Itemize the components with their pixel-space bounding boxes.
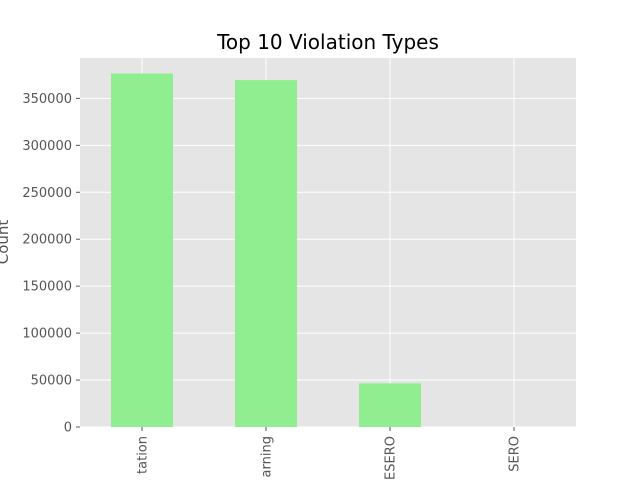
x-axis-ticks: tation arning ESERO SERO [136, 427, 523, 480]
x-tick-label: ESERO [384, 436, 399, 480]
bar [111, 73, 173, 427]
y-tick-label: 50000 [31, 374, 72, 389]
bars [111, 73, 421, 428]
y-tick-label: 250000 [22, 186, 72, 201]
y-tick-label: 0 [64, 421, 72, 436]
y-axis-label: Count [0, 220, 12, 265]
chart-title: Top 10 Violation Types [216, 30, 439, 54]
y-tick-label: 150000 [22, 280, 72, 295]
y-tick-label: 300000 [22, 139, 72, 154]
x-tick-label: arning [260, 436, 275, 477]
y-tick-label: 350000 [22, 92, 72, 107]
y-tick-label: 100000 [22, 327, 72, 342]
x-tick-label: SERO [508, 436, 523, 472]
y-axis-ticks: 0 50000 100000 150000 200000 250000 300000 3500… [22, 92, 80, 436]
y-tick-label: 200000 [22, 233, 72, 248]
x-tick-label: tation [136, 436, 151, 474]
bar [235, 80, 297, 428]
bar [359, 383, 421, 427]
